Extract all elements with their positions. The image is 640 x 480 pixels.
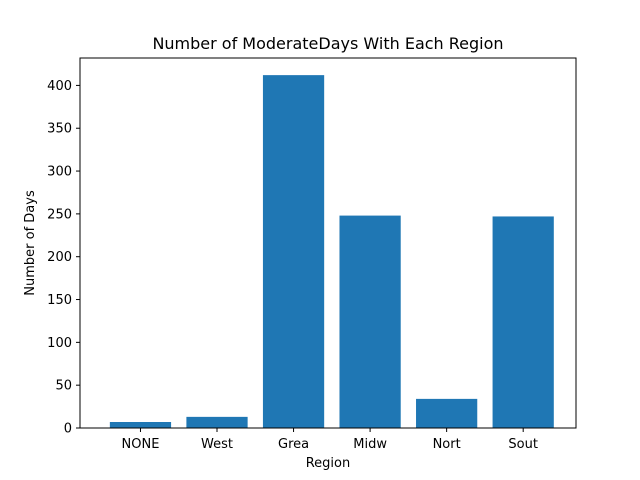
- plot-frame: [79, 57, 577, 429]
- x-axis-ticks: NONE West Grea Midw Nort Sout: [122, 428, 538, 452]
- y-tick-label: 250: [47, 207, 72, 222]
- x-tick-label: Midw: [353, 437, 387, 452]
- bars-group: [109, 75, 554, 428]
- y-tick-label: 100: [47, 336, 72, 351]
- x-tick-label: NONE: [122, 437, 160, 452]
- bar-midw: [339, 215, 401, 428]
- bar-sout: [492, 216, 554, 428]
- chart-title: Number of ModerateDays With Each Region: [152, 34, 503, 53]
- x-axis-label: Region: [306, 456, 351, 471]
- x-tick-label: Sout: [508, 437, 538, 452]
- bar-grea: [262, 75, 325, 428]
- y-tick-label: 0: [64, 422, 72, 437]
- x-tick-label: Grea: [278, 437, 309, 452]
- y-tick-label: 300: [47, 165, 72, 180]
- bar-nort: [416, 398, 478, 428]
- y-axis-ticks: 0 50 100 150 200 250 300 350 400: [47, 79, 80, 437]
- y-tick-label: 350: [47, 122, 72, 137]
- y-tick-label: 150: [47, 293, 72, 308]
- y-axis-label: Number of Days: [23, 190, 38, 296]
- bar-west: [186, 416, 248, 428]
- x-tick-label: Nort: [433, 437, 461, 452]
- y-tick-label: 400: [47, 79, 72, 94]
- y-tick-label: 200: [47, 250, 72, 265]
- x-tick-label: West: [201, 437, 233, 452]
- bar-none: [109, 422, 172, 428]
- y-tick-label: 50: [55, 379, 72, 394]
